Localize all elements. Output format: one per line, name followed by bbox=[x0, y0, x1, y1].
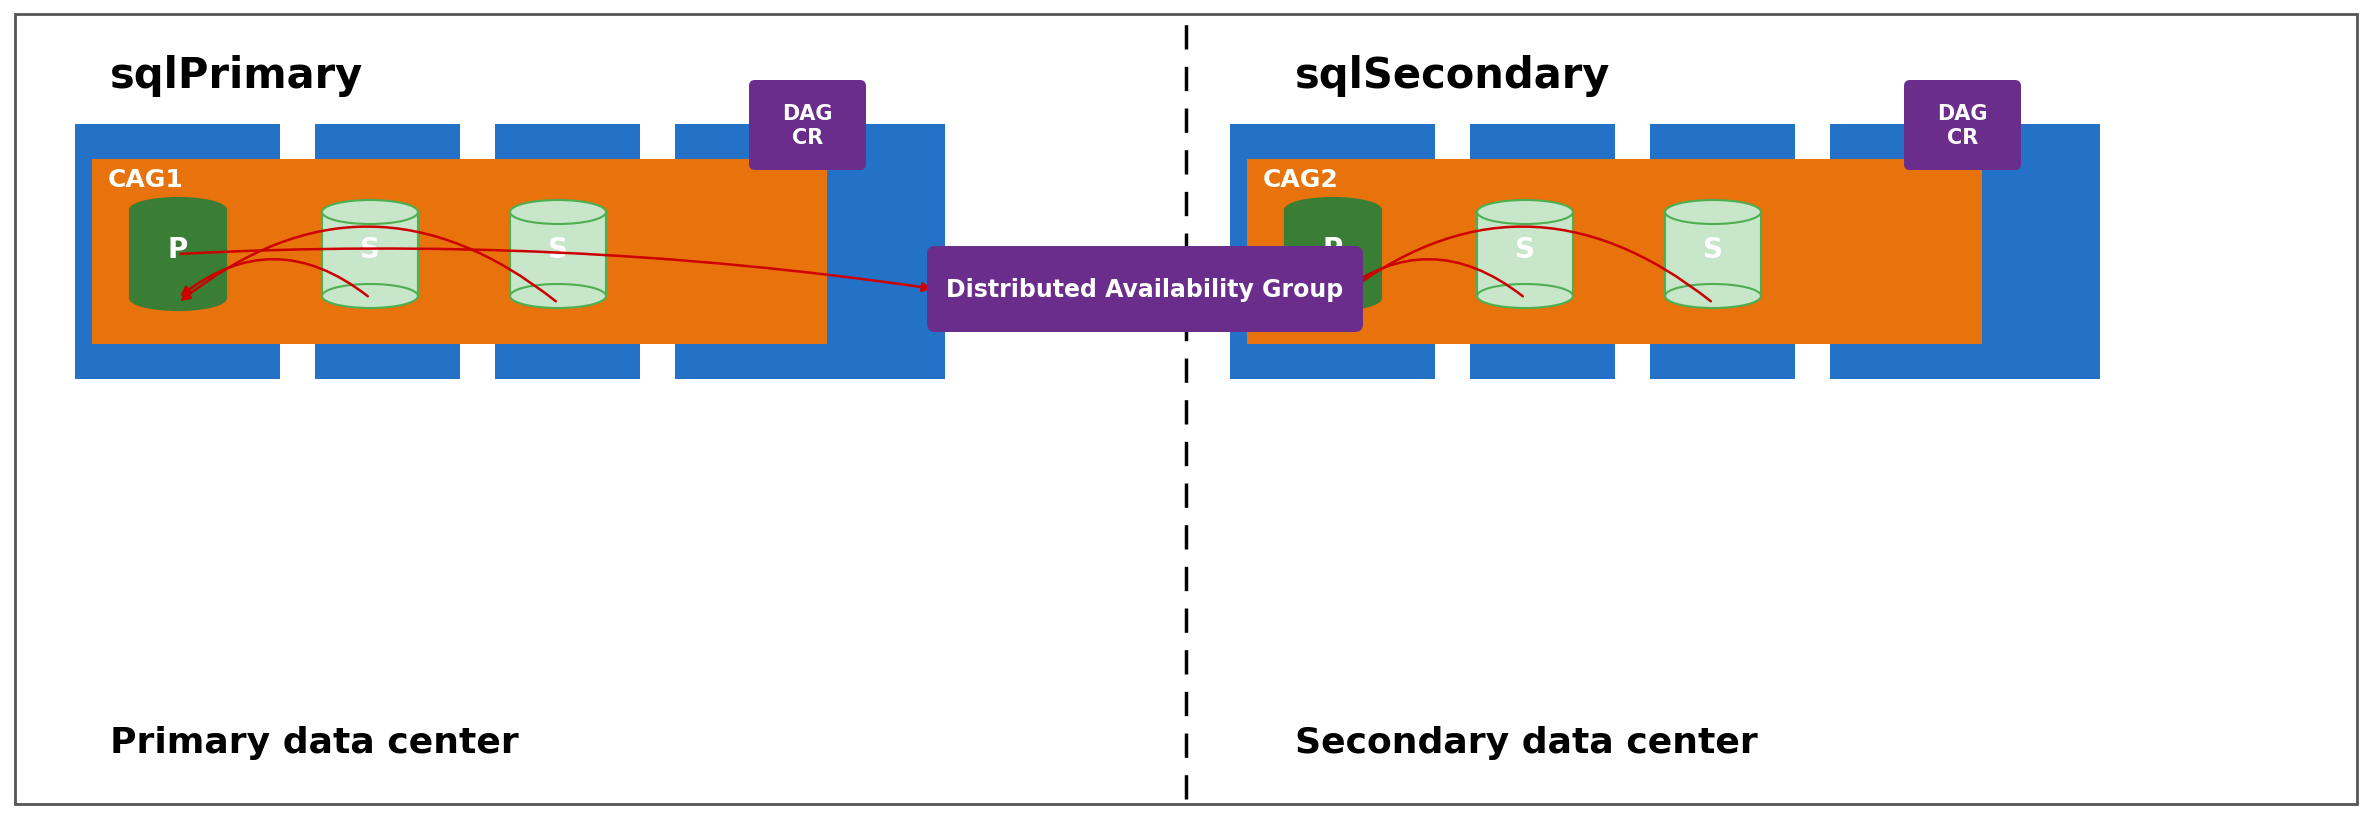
FancyBboxPatch shape bbox=[1905, 81, 2021, 171]
Ellipse shape bbox=[323, 285, 417, 309]
Ellipse shape bbox=[1478, 285, 1573, 309]
Ellipse shape bbox=[510, 285, 605, 309]
FancyBboxPatch shape bbox=[130, 210, 225, 299]
Text: Secondary data center: Secondary data center bbox=[1295, 725, 1758, 759]
FancyBboxPatch shape bbox=[1478, 213, 1573, 296]
Text: P: P bbox=[1324, 236, 1343, 264]
FancyBboxPatch shape bbox=[460, 124, 496, 379]
FancyBboxPatch shape bbox=[93, 160, 828, 345]
FancyBboxPatch shape bbox=[323, 213, 417, 296]
Text: CAG2: CAG2 bbox=[1262, 168, 1338, 192]
FancyBboxPatch shape bbox=[76, 124, 944, 379]
Ellipse shape bbox=[510, 201, 605, 224]
Ellipse shape bbox=[130, 199, 225, 223]
FancyBboxPatch shape bbox=[1615, 124, 1651, 379]
Text: S: S bbox=[1516, 236, 1535, 264]
FancyBboxPatch shape bbox=[1435, 124, 1471, 379]
Ellipse shape bbox=[1665, 201, 1760, 224]
Ellipse shape bbox=[1286, 287, 1381, 310]
Text: S: S bbox=[361, 236, 380, 264]
Text: sqlPrimary: sqlPrimary bbox=[109, 55, 363, 97]
FancyBboxPatch shape bbox=[1796, 124, 1831, 379]
Ellipse shape bbox=[323, 201, 417, 224]
FancyBboxPatch shape bbox=[640, 124, 676, 379]
FancyBboxPatch shape bbox=[1665, 213, 1760, 296]
Text: S: S bbox=[1703, 236, 1722, 264]
FancyBboxPatch shape bbox=[280, 124, 315, 379]
FancyBboxPatch shape bbox=[1286, 210, 1381, 299]
Text: P: P bbox=[168, 236, 187, 264]
Ellipse shape bbox=[1665, 285, 1760, 309]
FancyBboxPatch shape bbox=[927, 247, 1364, 333]
Ellipse shape bbox=[130, 287, 225, 310]
FancyBboxPatch shape bbox=[510, 213, 605, 296]
Text: sqlSecondary: sqlSecondary bbox=[1295, 55, 1611, 97]
Text: DAG
CR: DAG CR bbox=[783, 104, 833, 147]
FancyBboxPatch shape bbox=[1248, 160, 1983, 345]
FancyBboxPatch shape bbox=[750, 81, 866, 171]
Text: CAG1: CAG1 bbox=[109, 168, 185, 192]
Text: Primary data center: Primary data center bbox=[109, 725, 519, 759]
FancyBboxPatch shape bbox=[14, 15, 2358, 804]
Ellipse shape bbox=[1286, 199, 1381, 223]
Text: DAG
CR: DAG CR bbox=[1938, 104, 1988, 147]
Ellipse shape bbox=[1478, 201, 1573, 224]
Text: S: S bbox=[548, 236, 567, 264]
Text: Distributed Availability Group: Distributed Availability Group bbox=[946, 278, 1343, 301]
FancyBboxPatch shape bbox=[1231, 124, 2099, 379]
